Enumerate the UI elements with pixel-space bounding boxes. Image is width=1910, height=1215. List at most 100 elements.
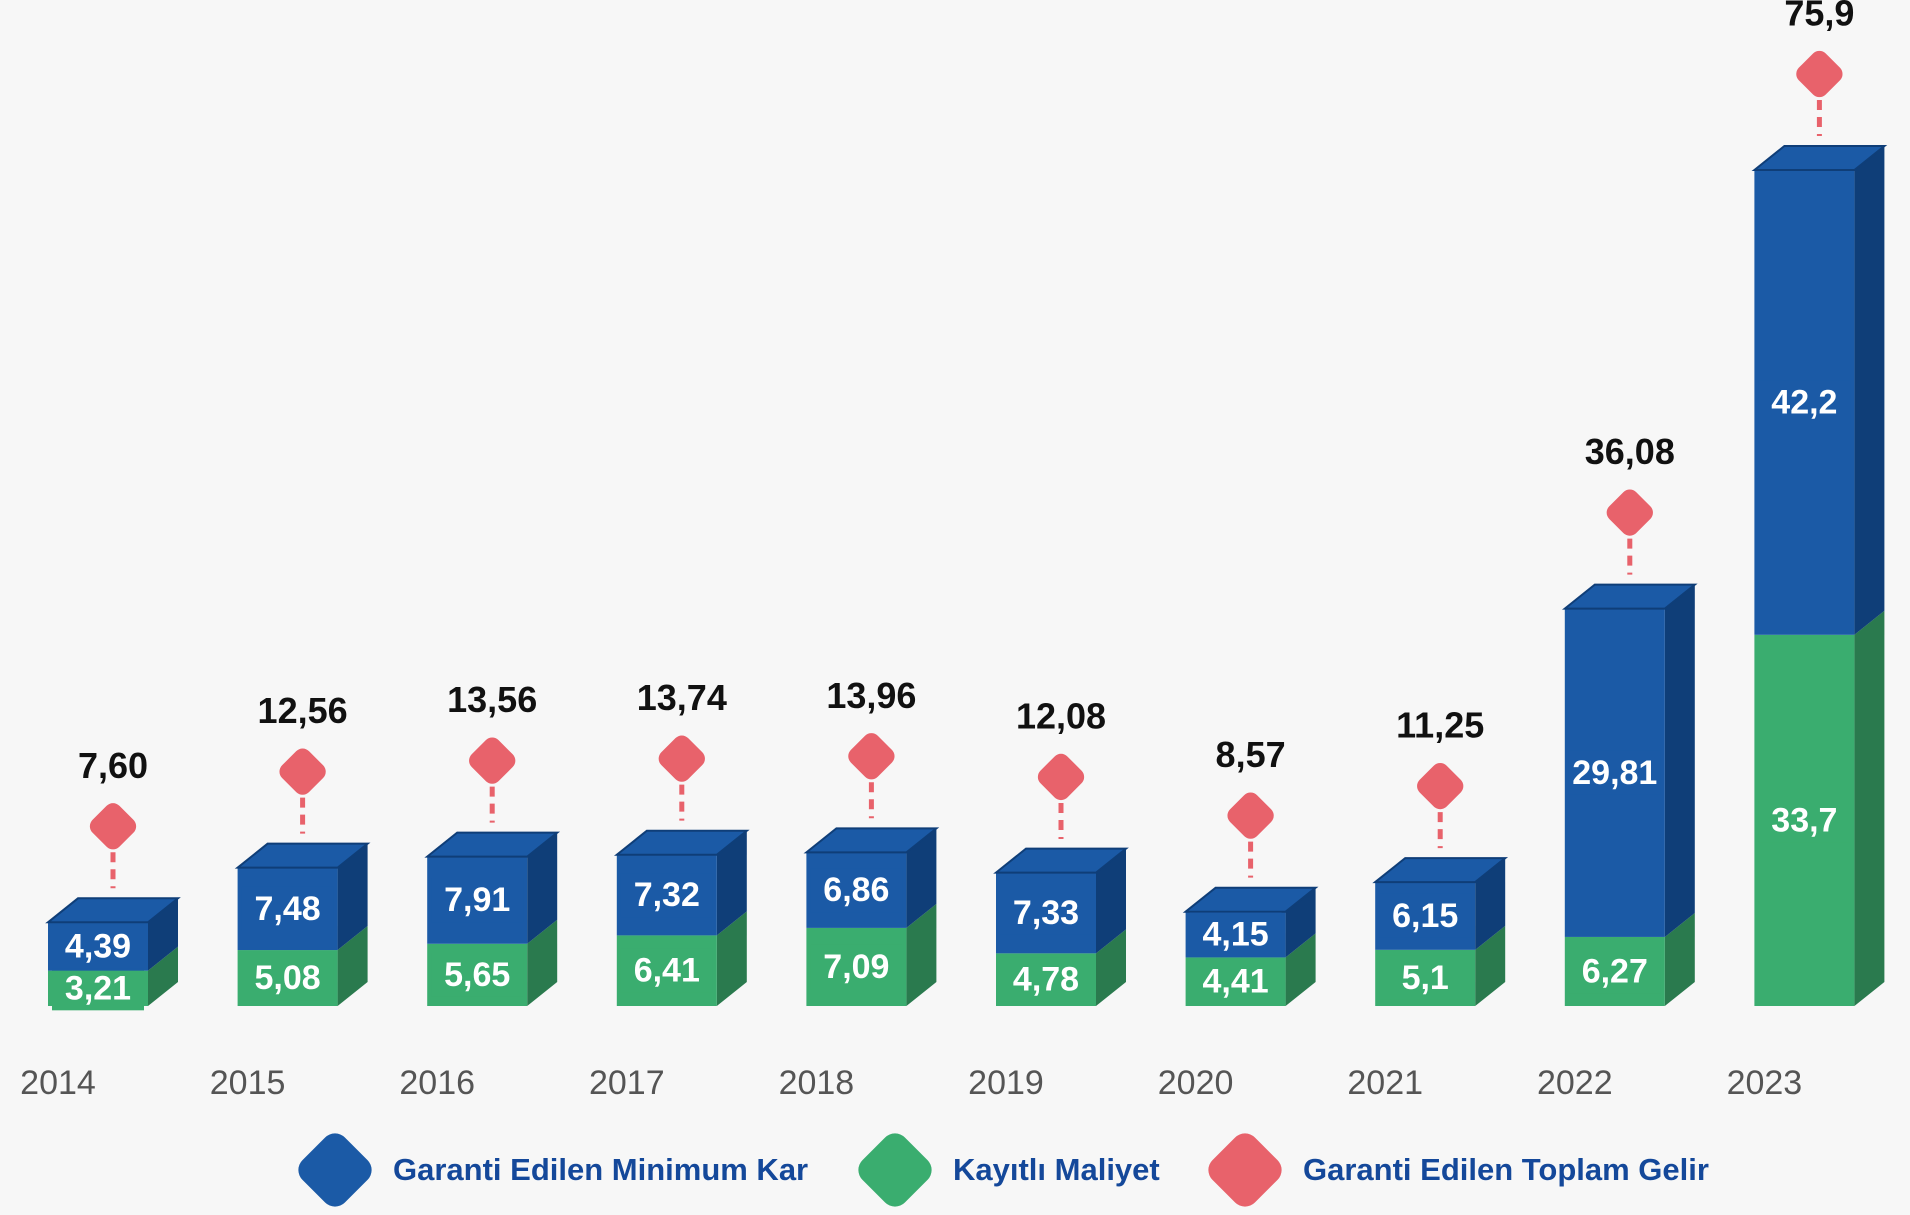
- value-label: 4,15: [1203, 916, 1269, 954]
- bar-top: [803, 827, 940, 854]
- total-marker: [279, 748, 326, 795]
- bar-side: [1854, 146, 1885, 635]
- bar-side: [1854, 610, 1885, 1006]
- value-label: 6,86: [823, 871, 889, 909]
- value-label: 3,21: [65, 969, 131, 1007]
- value-label: 5,1: [1402, 959, 1449, 997]
- total-label: 11,25: [1396, 705, 1484, 746]
- value-label-box: [52, 924, 144, 969]
- value-label-box: [810, 944, 903, 989]
- value-label: 29,81: [1572, 754, 1657, 792]
- value-label-box: [1758, 380, 1851, 425]
- bar-top: [234, 842, 371, 869]
- x-tick-label: 2021: [1347, 1064, 1423, 1102]
- bar-top: [1182, 886, 1319, 913]
- bar-top: [1751, 145, 1888, 171]
- total-marker: [848, 733, 895, 780]
- bar-side: [1285, 933, 1316, 1006]
- total-marker: [658, 735, 705, 782]
- bar-side: [337, 926, 368, 1006]
- value-label-box: [431, 952, 524, 997]
- total-label: 75,9: [1784, 0, 1854, 34]
- total-label: 13,56: [447, 679, 537, 720]
- value-label: 4,78: [1013, 961, 1079, 999]
- value-label-box: [1000, 957, 1092, 1002]
- value-label: 6,41: [634, 952, 700, 990]
- value-label-box: [1000, 890, 1092, 935]
- value-label-box: [810, 868, 903, 913]
- value-label: 5,08: [255, 959, 321, 997]
- value-label-box: [620, 948, 713, 993]
- bar-top: [1561, 583, 1698, 610]
- value-label-box: [1568, 949, 1661, 994]
- legend-icon: [298, 1133, 372, 1207]
- total-marker: [89, 803, 137, 850]
- bar-top: [993, 847, 1129, 874]
- legend-label: Kayıtlı Maliyet: [953, 1152, 1160, 1187]
- x-tick-label: 2017: [589, 1064, 665, 1102]
- bar-side: [906, 828, 937, 928]
- legend-icon: [1208, 1133, 1282, 1207]
- bar-side: [148, 946, 178, 1006]
- bar-side: [1285, 887, 1316, 958]
- value-label: 6,27: [1582, 952, 1648, 990]
- bar-side: [1096, 848, 1126, 954]
- x-tick-label: 2014: [20, 1064, 96, 1102]
- bar-side: [716, 911, 747, 1006]
- total-marker: [1796, 50, 1843, 98]
- value-label-box: [1568, 750, 1661, 795]
- value-label: 4,39: [65, 927, 131, 965]
- bar-side: [1096, 929, 1126, 1006]
- bar-side: [527, 832, 558, 944]
- value-label-box: [1189, 959, 1282, 1004]
- bar-side: [527, 919, 558, 1006]
- total-label: 13,74: [637, 677, 727, 718]
- value-label-box: [431, 878, 524, 923]
- x-tick-label: 2016: [399, 1064, 475, 1102]
- total-label: 8,57: [1216, 734, 1286, 775]
- value-label: 42,2: [1771, 383, 1837, 421]
- bar-side: [337, 843, 368, 951]
- bar-side: [1664, 912, 1695, 1006]
- bar-side: [1475, 858, 1506, 950]
- value-label: 7,48: [255, 890, 321, 928]
- total-marker: [469, 737, 516, 784]
- bar-top: [424, 831, 561, 858]
- value-label: 7,91: [444, 881, 510, 919]
- value-label-box: [620, 873, 713, 918]
- legend-icon: [858, 1133, 932, 1207]
- total-label: 13,96: [826, 675, 916, 716]
- value-label-box: [241, 886, 334, 931]
- bar-top: [613, 829, 750, 856]
- value-label-box: [1379, 955, 1472, 1000]
- x-tick-label: 2015: [210, 1064, 286, 1102]
- value-label: 6,15: [1392, 897, 1458, 935]
- bar-side: [716, 830, 747, 936]
- value-label-box: [1189, 912, 1282, 957]
- x-tick-label: 2023: [1727, 1064, 1803, 1102]
- total-label: 12,08: [1016, 695, 1106, 736]
- value-label-box: [241, 956, 334, 1001]
- x-tick-label: 2020: [1158, 1064, 1234, 1102]
- bar-top: [45, 897, 181, 924]
- value-label: 7,09: [823, 948, 889, 986]
- total-marker: [1037, 753, 1085, 801]
- legend-label: Garanti Edilen Minimum Kar: [393, 1152, 808, 1187]
- total-marker: [1417, 762, 1464, 810]
- x-tick-label: 2022: [1537, 1064, 1613, 1102]
- bar-top: [1372, 857, 1509, 884]
- bar-side: [1664, 584, 1695, 937]
- value-label: 7,32: [634, 876, 700, 914]
- legend-label: Garanti Edilen Toplam Gelir: [1303, 1152, 1709, 1187]
- total-label: 12,56: [258, 690, 348, 731]
- x-tick-label: 2019: [968, 1064, 1044, 1102]
- total-marker: [1606, 489, 1653, 536]
- bar-side: [906, 903, 937, 1006]
- value-label: 7,33: [1013, 894, 1079, 932]
- total-label: 7,60: [78, 745, 148, 786]
- total-label: 36,08: [1585, 431, 1675, 472]
- value-label-box: [52, 966, 144, 1011]
- value-label-box: [1758, 798, 1851, 843]
- value-label: 5,65: [444, 956, 510, 994]
- value-label-box: [1379, 893, 1472, 938]
